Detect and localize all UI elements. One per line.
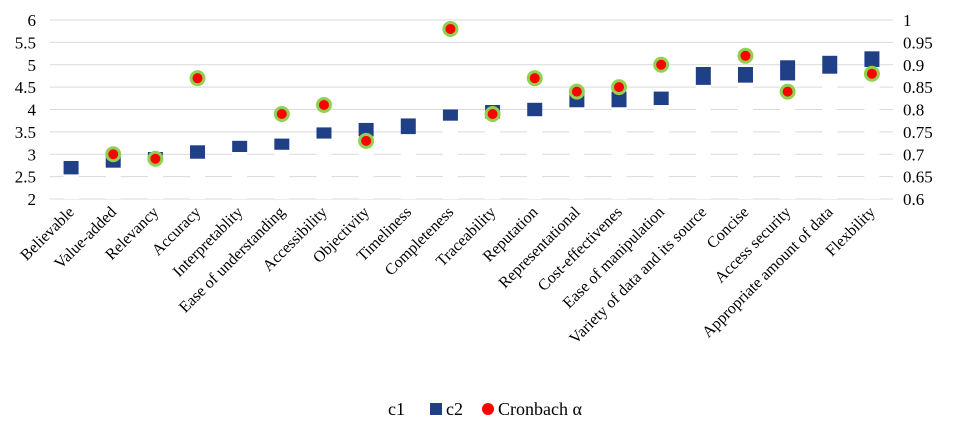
bar-c2 (358, 122, 374, 137)
bar-c1 (737, 82, 753, 199)
cronbach-point (863, 65, 880, 82)
left-tick-label: 5.5 (15, 33, 36, 52)
bar-c1 (190, 158, 206, 199)
cronbach-points (105, 20, 880, 167)
bar-c1 (695, 84, 711, 199)
bar-c2 (232, 140, 248, 153)
right-tick-label: 0.6 (903, 190, 924, 209)
bar-c1 (400, 134, 416, 199)
cronbach-point (484, 105, 501, 122)
bar-c1 (611, 107, 627, 199)
right-tick-label: 0.9 (903, 56, 924, 75)
cronbach-point (189, 70, 206, 87)
bar-c2 (780, 60, 796, 81)
right-tick-label: 0.8 (903, 101, 924, 120)
bar-c1 (274, 149, 290, 199)
bar-c1 (864, 66, 880, 199)
right-tick-label: 0.95 (903, 33, 933, 52)
left-tick-label: 4 (28, 101, 37, 120)
bar-c1 (147, 160, 163, 199)
bar-c2 (737, 66, 753, 83)
bar-c1 (105, 167, 121, 199)
cronbach-point (442, 20, 459, 37)
bar-c2 (442, 109, 458, 121)
bar-c2 (653, 91, 669, 106)
left-tick-label: 5 (28, 56, 37, 75)
right-tick-label: 0.65 (903, 168, 933, 187)
bar-c1 (63, 174, 79, 199)
cronbach-point (273, 105, 290, 122)
cronbach-point (147, 150, 164, 167)
left-tick-label: 2.5 (15, 168, 36, 187)
bar-c2 (695, 66, 711, 85)
cronbach-point (611, 79, 628, 96)
category-labels: BelievableValue-addedRelevancyAccuracyIn… (18, 203, 879, 347)
bar-c1 (485, 118, 501, 199)
right-tick-label: 1 (903, 11, 912, 30)
legend-label-c2: c2 (446, 399, 463, 419)
cronbach-point (358, 132, 375, 149)
right-tick-label: 0.75 (903, 123, 933, 142)
legend-label-cronbach: Cronbach α (498, 399, 582, 419)
left-tick-label: 3.5 (15, 123, 36, 142)
bar-c1 (569, 107, 585, 199)
bar-c2 (190, 145, 206, 159)
cronbach-point (526, 70, 543, 87)
cronbach-point (737, 47, 754, 64)
left-tick-label: 6 (28, 11, 37, 30)
bar-c2 (274, 138, 290, 150)
bar-c1 (316, 138, 332, 199)
bar-c1 (232, 152, 248, 199)
bar-c2 (527, 102, 543, 117)
left-axis-ticks: 2 2.5 3 3.5 4 4.5 5 5.5 6 (15, 11, 37, 209)
right-tick-label: 0.85 (903, 78, 933, 97)
bar-c1 (780, 80, 796, 199)
bar-c2 (822, 55, 838, 74)
left-tick-label: 4.5 (15, 78, 36, 97)
cronbach-point (105, 146, 122, 163)
legend: c1 c2 Cronbach α (388, 399, 582, 419)
legend-label-c1: c1 (388, 399, 405, 419)
cronbach-point (653, 56, 670, 73)
cronbach-point (315, 97, 332, 114)
cronbach-point (568, 83, 585, 100)
bar-c1 (822, 73, 838, 199)
cronbach-point (779, 83, 796, 100)
right-tick-label: 0.7 (903, 145, 925, 164)
bar-c1 (358, 136, 374, 199)
bar-c2 (316, 127, 332, 139)
bar-c1 (442, 120, 458, 199)
legend-marker-cronbach (482, 403, 494, 415)
left-tick-label: 3 (28, 145, 37, 164)
right-axis-ticks: 0.6 0.65 0.7 0.75 0.8 0.85 0.9 0.95 1 (903, 11, 933, 209)
bar-c2 (611, 91, 627, 108)
bar-c2 (400, 118, 416, 135)
bar-c1 (653, 105, 669, 199)
gridlines (50, 19, 893, 200)
bar-c2 (63, 160, 79, 175)
left-tick-label: 2 (28, 190, 37, 209)
bar-c1 (527, 116, 543, 199)
bar-c2 (864, 51, 880, 67)
legend-swatch-c2 (430, 403, 442, 415)
